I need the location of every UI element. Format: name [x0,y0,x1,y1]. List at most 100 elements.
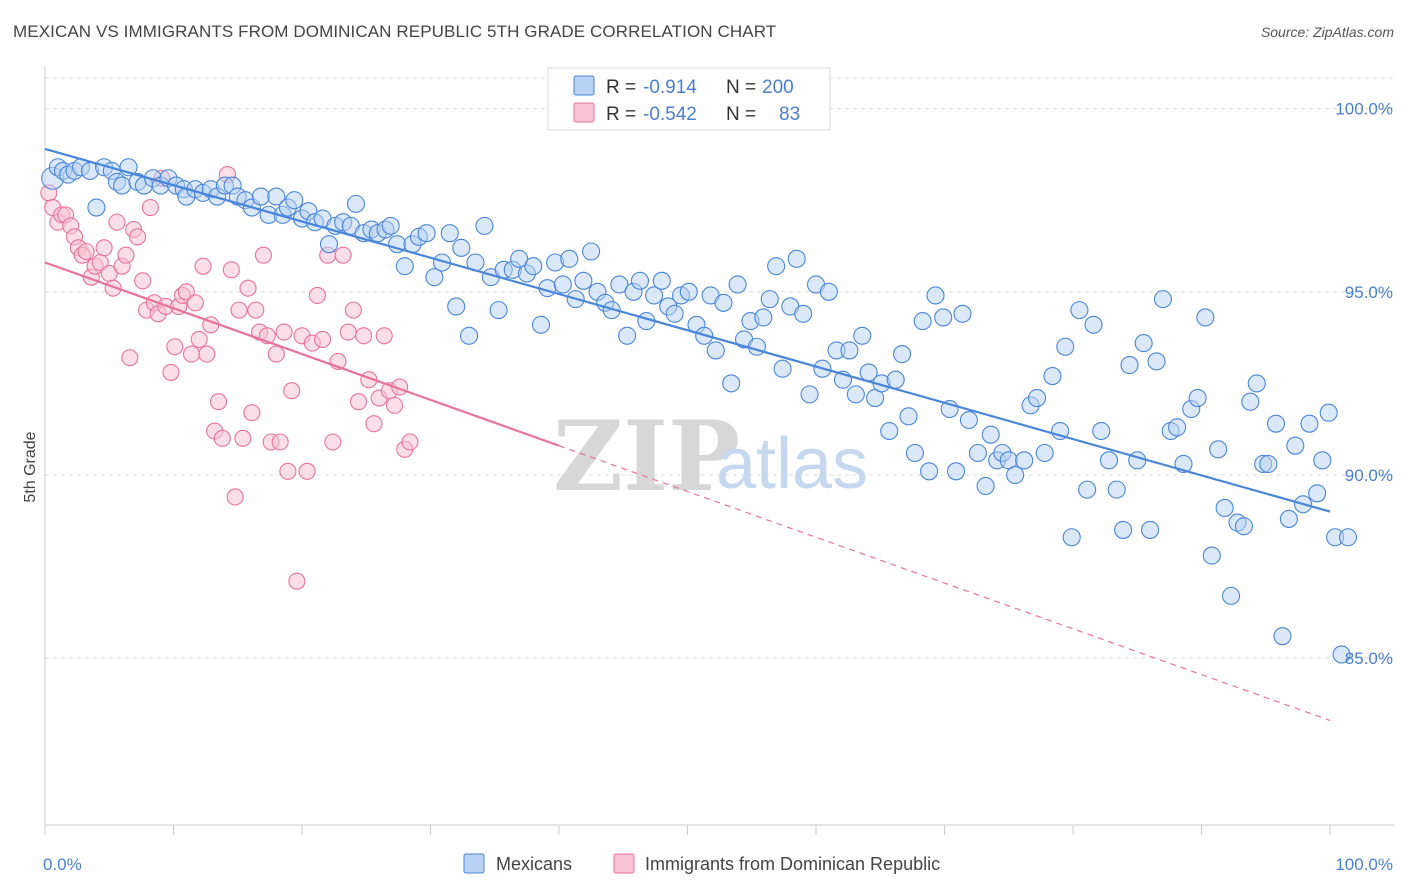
point-mexican [475,216,494,235]
point-dominican [298,462,316,480]
point-mexican [489,301,508,320]
point-mexican [880,421,899,441]
point-mexican [1114,520,1133,539]
point-mexican [1215,498,1234,517]
point-mexican [714,293,733,312]
legend-swatch-mexicans [573,75,595,96]
point-mexican [722,374,741,393]
point-mexican [1300,414,1319,433]
legend-n-label-1: N = [726,77,756,98]
point-mexican [560,249,579,268]
point-mexican [706,341,725,360]
point-mexican [440,224,459,243]
point-mexican [346,194,366,213]
point-dominican [355,327,373,345]
point-mexican [767,257,786,276]
point-dominican [339,323,357,341]
trend-lines [44,147,1331,721]
point-dominican [162,363,180,381]
series-mexicans-points [41,158,1358,664]
point-mexican [846,385,865,404]
point-dominican [128,228,147,246]
point-mexican [1153,290,1172,309]
x-tick-label: 0.0% [43,855,82,874]
point-mexican [1070,301,1089,320]
point-mexican [251,187,270,206]
point-mexican [447,297,466,316]
point-dominican [247,301,265,319]
point-mexican [893,345,912,364]
point-mexican [531,315,551,334]
point-mexican [773,359,792,378]
legend-r-value-1: -0.914 [643,77,697,98]
point-dominican [308,286,326,305]
point-mexican [285,191,304,210]
point-dominican [226,488,244,506]
legend-n-value-1: 200 [762,77,794,98]
legend-stats: R = -0.914 N = 200 R = -0.542 N = 83 [547,67,831,131]
legend-r-label-1: R = [606,77,636,98]
legend-stats-box [547,67,831,131]
point-dominican [283,382,301,400]
point-mexican [582,242,601,261]
watermark: ZIP atlas [553,400,868,513]
legend-bottom-label-dominican: Immigrants from Dominican Republic [645,854,940,874]
point-mexican [267,187,286,206]
point-mexican [553,275,572,294]
point-dominican [77,242,95,261]
point-mexican [1319,403,1338,422]
legend-n-value-2: 83 [779,104,800,125]
point-mexican [787,249,806,268]
point-mexican [1128,451,1147,470]
point-mexican [840,341,859,360]
point-dominican [344,301,362,319]
trend-line-dominican [44,261,560,447]
point-mexican [920,462,939,481]
point-dominican [121,349,139,367]
point-mexican [760,290,779,309]
point-dominican [271,433,289,451]
point-mexican [1188,388,1207,408]
point-mexican [524,257,543,276]
point-mexican [953,304,972,323]
watermark-zip: ZIP [553,400,740,513]
point-mexican [574,271,593,290]
point-mexican [1168,418,1187,437]
tick-labels: 85.0% 90.0% 95.0% 100.0% 0.0% 100.0% [43,100,1393,874]
legend-bottom-label-mexicans: Mexicans [496,854,572,874]
point-mexican [1286,436,1305,455]
series-dominican-points [40,166,419,590]
point-mexican [1120,356,1139,375]
point-dominican [334,246,352,264]
point-mexican [819,282,838,301]
point-mexican [1027,388,1047,408]
point-mexican [417,224,436,243]
point-mexican [1313,451,1332,470]
point-dominican [177,283,195,301]
point-mexican [1279,509,1298,528]
point-mexican [452,238,471,257]
point-dominican [222,261,240,279]
point-dominican [385,396,404,414]
watermark-atlas: atlas [716,424,868,504]
point-dominican [117,246,135,264]
point-mexican [645,286,664,305]
point-dominican [324,433,342,451]
point-dominican [104,279,122,297]
y-tick-label: 95.0% [1345,283,1393,302]
point-mexican [665,304,684,323]
point-mexican [1266,414,1286,433]
point-mexican [1092,421,1111,441]
y-axis-title: 5th Grade [22,431,39,502]
point-dominican [230,301,248,319]
trend-line-dominican-extension [558,445,1331,721]
point-mexican [959,410,978,430]
point-mexican [1078,480,1097,499]
point-mexican [1332,645,1351,664]
point-dominican [134,272,152,290]
point-mexican [1196,308,1215,327]
point-dominican [194,257,212,275]
point-mexican [934,308,953,327]
point-mexican [630,271,650,290]
point-mexican [1222,586,1241,605]
